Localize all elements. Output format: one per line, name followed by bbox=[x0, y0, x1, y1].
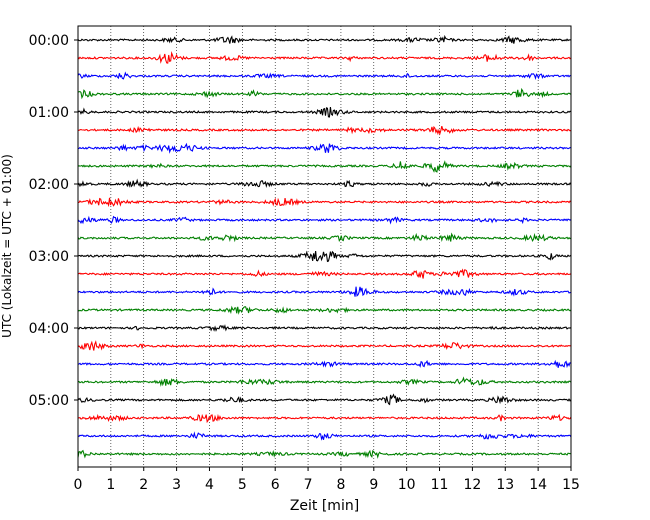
x-tick-label-12: 12 bbox=[463, 477, 481, 493]
y-tick-label-3: 03:00 bbox=[29, 249, 69, 265]
y-tick-label-1: 01:00 bbox=[29, 105, 69, 121]
seismic-traces bbox=[77, 34, 572, 459]
trace-row-0 bbox=[77, 34, 572, 44]
plot-area-background bbox=[78, 26, 571, 467]
trace-row-5 bbox=[78, 125, 572, 136]
x-tick-label-2: 2 bbox=[139, 477, 148, 493]
x-axis-ticks: 0 1 2 3 4 5 6 7 8 9 10 11 12 13 14 15 bbox=[74, 467, 580, 493]
y-axis-label: UTC (Lokalzeit = UTC + 01:00) bbox=[0, 154, 14, 338]
x-tick-label-9: 9 bbox=[369, 477, 378, 493]
trace-row-12 bbox=[77, 250, 572, 263]
x-tick-label-5: 5 bbox=[238, 477, 247, 493]
x-tick-label-0: 0 bbox=[74, 477, 83, 493]
x-axis-label: Zeit [min] bbox=[290, 498, 359, 514]
x-tick-label-6: 6 bbox=[271, 477, 280, 493]
trace-row-17 bbox=[77, 340, 572, 351]
trace-row-2 bbox=[77, 71, 572, 81]
x-tick-label-15: 15 bbox=[562, 477, 580, 493]
trace-row-9 bbox=[77, 197, 572, 208]
x-tick-label-13: 13 bbox=[496, 477, 514, 493]
trace-row-13 bbox=[77, 268, 572, 279]
trace-row-22 bbox=[77, 431, 572, 441]
y-tick-label-5: 05:00 bbox=[29, 393, 69, 409]
x-tick-label-10: 10 bbox=[398, 477, 416, 493]
trace-row-3 bbox=[77, 87, 572, 100]
x-tick-label-7: 7 bbox=[304, 477, 313, 493]
x-tick-label-8: 8 bbox=[336, 477, 345, 493]
y-axis-ticks: 00:00 01:00 02:00 03:00 04:00 05:00 bbox=[29, 33, 78, 409]
trace-row-19 bbox=[77, 376, 572, 387]
x-tick-label-3: 3 bbox=[172, 477, 181, 493]
trace-row-6 bbox=[77, 142, 572, 154]
trace-row-23 bbox=[77, 449, 572, 459]
x-tick-label-14: 14 bbox=[529, 477, 547, 493]
trace-row-16 bbox=[77, 324, 572, 332]
trace-row-8 bbox=[77, 178, 572, 188]
trace-row-18 bbox=[77, 359, 572, 369]
trace-row-15 bbox=[77, 305, 572, 315]
trace-row-4 bbox=[77, 107, 572, 118]
trace-row-10 bbox=[77, 215, 572, 225]
plot-frame bbox=[77, 25, 572, 468]
trace-row-7 bbox=[77, 160, 572, 173]
trace-row-21 bbox=[77, 413, 572, 424]
y-tick-label-4: 04:00 bbox=[29, 321, 69, 337]
x-tick-label-11: 11 bbox=[431, 477, 449, 493]
trace-row-14 bbox=[77, 286, 572, 297]
x-tick-label-4: 4 bbox=[205, 477, 214, 493]
x-tick-label-1: 1 bbox=[106, 477, 115, 493]
trace-row-20 bbox=[77, 393, 572, 406]
y-tick-label-0: 00:00 bbox=[29, 33, 69, 49]
trace-row-11 bbox=[77, 232, 572, 243]
trace-row-1 bbox=[77, 51, 572, 64]
y-tick-label-2: 02:00 bbox=[29, 177, 69, 193]
